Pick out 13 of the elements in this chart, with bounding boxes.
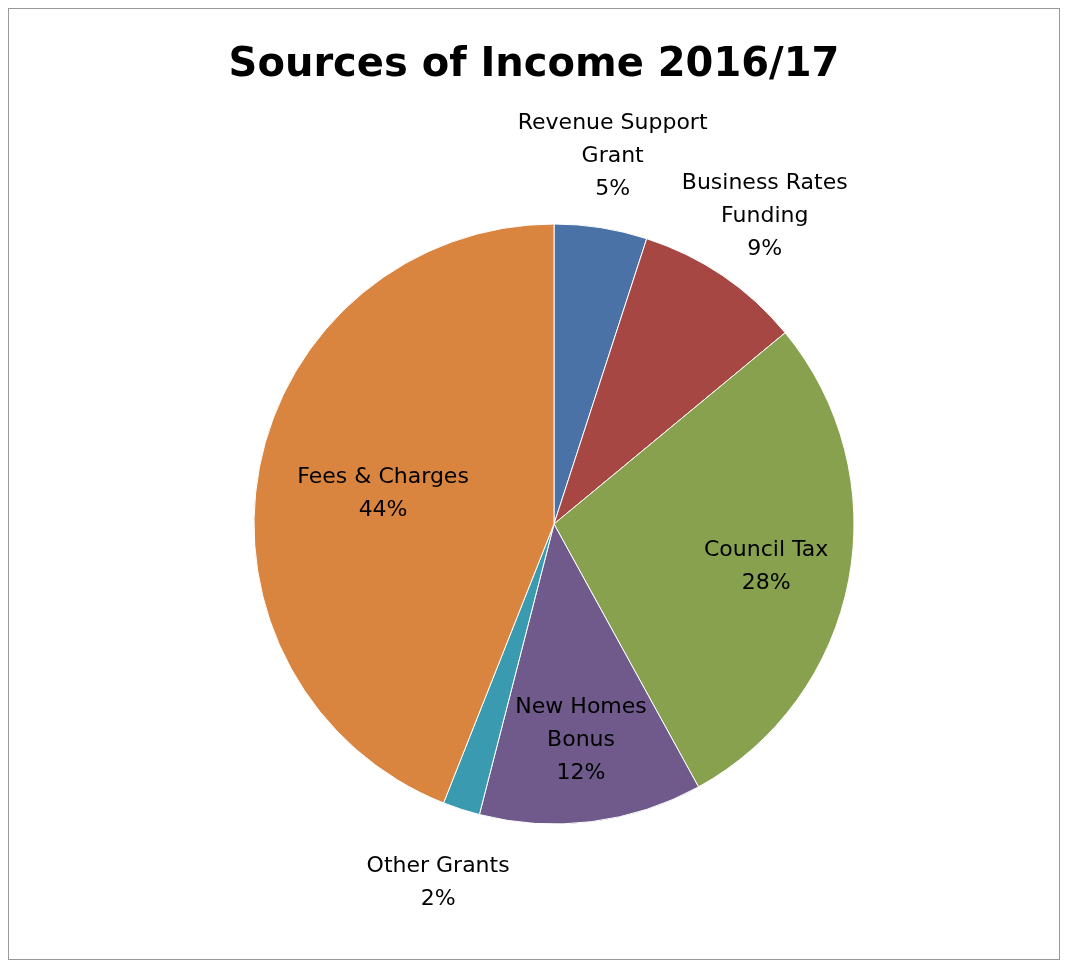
slice-label: Other Grants [366,851,510,877]
slice-label: New Homes Bonus [515,692,647,751]
data-label: 28% [741,568,791,594]
slice-label: Business Rates Funding [681,168,848,227]
slice-label: Council Tax [704,535,829,561]
chart-title: Sources of Income 2016/17 [227,38,841,87]
data-label: 5% [595,174,631,200]
data-label: 12% [556,758,606,784]
slice-label: Revenue Support Grant [517,108,708,167]
data-label: 2% [420,884,456,910]
data-label: 44% [358,495,408,521]
slice-label: Fees & Charges [297,462,469,488]
data-label: 9% [747,234,783,260]
